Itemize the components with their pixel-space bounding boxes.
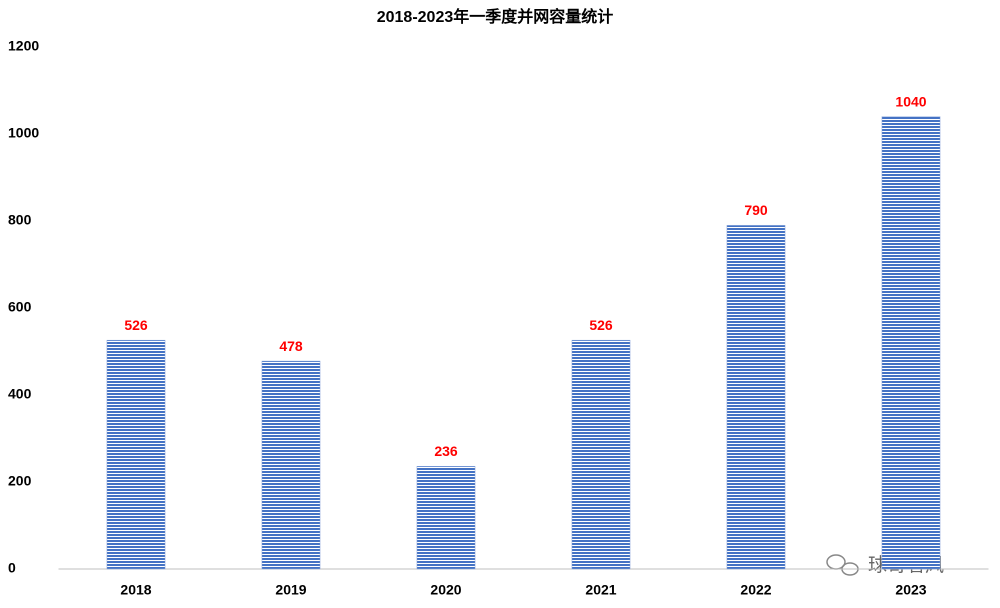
y-tick-label: 600 bbox=[8, 299, 32, 315]
bar bbox=[881, 116, 941, 570]
data-label: 526 bbox=[589, 317, 613, 333]
x-tick-label: 2021 bbox=[585, 582, 616, 598]
x-tick-label: 2022 bbox=[740, 582, 771, 598]
bar bbox=[106, 339, 166, 570]
chart-title: 2018-2023年一季度并网容量统计 bbox=[377, 7, 614, 26]
y-tick-label: 1000 bbox=[8, 125, 39, 141]
x-tick-label: 2018 bbox=[120, 582, 151, 598]
y-tick-label: 800 bbox=[8, 212, 32, 228]
y-tick-label: 1200 bbox=[8, 38, 39, 54]
bar bbox=[416, 466, 476, 570]
y-tick-label: 0 bbox=[8, 560, 16, 576]
y-tick-label: 400 bbox=[8, 386, 32, 402]
data-label: 1040 bbox=[895, 93, 926, 109]
y-tick-label: 200 bbox=[8, 473, 32, 489]
x-tick-label: 2020 bbox=[430, 582, 461, 598]
data-label: 526 bbox=[124, 317, 148, 333]
x-tick-label: 2019 bbox=[275, 582, 306, 598]
bar bbox=[571, 339, 631, 570]
data-label: 478 bbox=[279, 338, 303, 354]
x-tick-label: 2023 bbox=[895, 582, 926, 598]
watermark-icon bbox=[826, 554, 859, 576]
data-label: 236 bbox=[434, 443, 458, 459]
data-label: 790 bbox=[744, 202, 768, 218]
bar bbox=[261, 360, 321, 570]
bar bbox=[726, 225, 786, 570]
